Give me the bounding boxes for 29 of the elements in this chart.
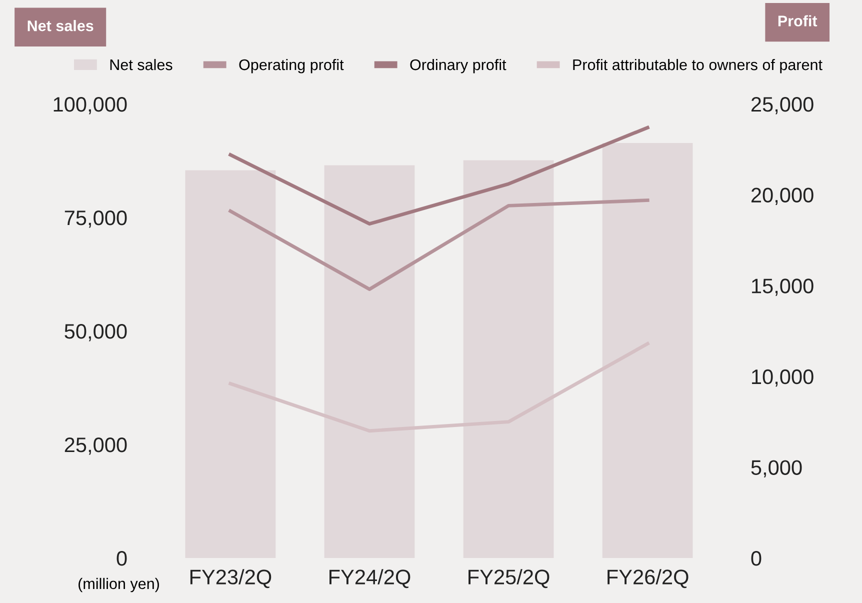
y-tick-label: 50,000 (64, 324, 127, 342)
x-tick-label: FY24/2Q (330, 569, 410, 588)
bar (602, 143, 693, 558)
legend-label: Ordinary profit (410, 58, 506, 74)
y2-tick-label: 25,000 (751, 97, 814, 114)
y-tick-label: 100,000 (54, 97, 127, 114)
y2-tick-label: 20,000 (751, 188, 814, 206)
y-tick-label: 25,000 (64, 438, 127, 455)
y-tick-label: 75,000 (64, 210, 127, 228)
bar (324, 165, 415, 558)
y2-tick-label: 0 (751, 551, 762, 566)
bar (463, 160, 554, 558)
y-tick-label: 0 (116, 551, 127, 566)
bar (185, 170, 276, 558)
y2-tick-label: 5,000 (751, 460, 802, 478)
x-tick-label: FY23/2Q (190, 569, 272, 588)
x-tick-label: FY25/2Q (468, 569, 550, 588)
legend-label: Net sales (110, 58, 172, 70)
line-series (228, 342, 650, 433)
y-axis-title: Net sales (28, 20, 94, 32)
text: (million yen) (78, 578, 159, 592)
y2-axis-title: Profit (778, 15, 818, 26)
line-series (228, 198, 650, 291)
line-series (228, 126, 650, 226)
y2-tick-label: 15,000 (752, 278, 814, 296)
legend-label: Operating profit (239, 58, 344, 74)
x-tick-label: FY26/2Q (608, 569, 688, 588)
y2-tick-label: 10,000 (752, 369, 814, 387)
legend-label: Profit attributable to owners of parent (573, 58, 822, 74)
